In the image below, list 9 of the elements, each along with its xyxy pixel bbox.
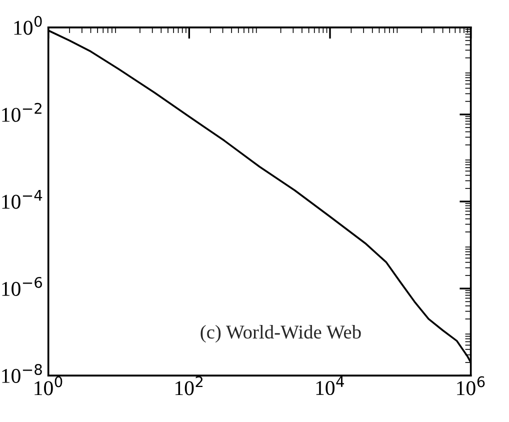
x-tick-label: 10$^{0}$ <box>34 376 62 396</box>
x-tick-label: 10$^{2}$ <box>175 376 203 396</box>
y-tick-label: 10$^{0}$ <box>14 16 42 35</box>
annotation: (c) World-Wide Web <box>200 324 361 343</box>
x-tick-label: 10$^{4}$ <box>316 376 344 396</box>
x-tick-label: 10$^{6}$ <box>457 376 485 396</box>
y-tick-label: 10$^{−4}$ <box>2 190 42 209</box>
y-tick-label: 10$^{−2}$ <box>2 102 42 122</box>
y-tick-label: 10$^{−6}$ <box>2 276 42 296</box>
